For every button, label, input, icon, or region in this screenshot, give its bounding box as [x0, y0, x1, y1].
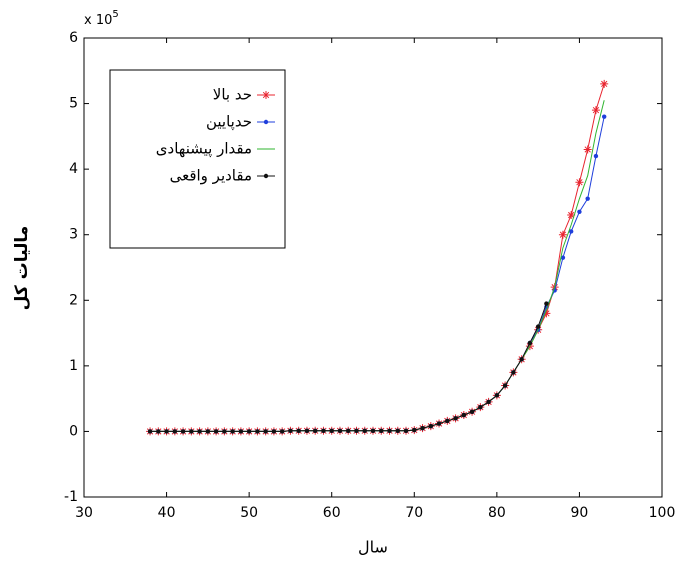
marker — [395, 428, 400, 433]
marker — [222, 429, 227, 434]
marker — [453, 416, 458, 421]
marker — [568, 229, 574, 234]
marker — [535, 324, 541, 329]
legend-label: مقدار پیشنهادی — [156, 140, 252, 159]
x-axis-label: سال — [358, 538, 388, 557]
marker — [238, 429, 244, 434]
marker — [420, 425, 425, 431]
legend-label: حد بالا — [213, 86, 252, 104]
y-tick-label: 3 — [69, 227, 78, 243]
marker — [255, 429, 260, 434]
legend-marker — [263, 173, 269, 179]
y-tick-label: 6 — [69, 30, 78, 46]
marker — [567, 211, 576, 220]
marker — [197, 429, 202, 434]
marker — [230, 429, 235, 434]
marker — [558, 230, 567, 239]
marker — [511, 370, 516, 375]
marker — [279, 429, 285, 434]
marker — [602, 114, 607, 119]
marker — [296, 428, 301, 433]
marker — [461, 412, 467, 418]
marker — [577, 209, 582, 214]
marker — [313, 428, 318, 433]
marker — [362, 428, 367, 433]
marker — [502, 383, 508, 388]
x-tick-label: 70 — [405, 505, 423, 521]
marker — [469, 409, 475, 414]
legend-box — [109, 69, 286, 249]
marker — [288, 428, 293, 433]
y-tick-label: 4 — [69, 161, 78, 177]
marker — [271, 429, 277, 434]
x-tick-label: 100 — [649, 505, 676, 521]
marker — [164, 429, 169, 434]
marker — [246, 429, 252, 434]
x-tick-label: 40 — [158, 505, 176, 521]
marker — [591, 106, 600, 115]
marker — [172, 429, 178, 434]
marker — [337, 428, 343, 433]
y-tick-label: 2 — [69, 292, 78, 308]
y-tick-label: 0 — [69, 423, 78, 439]
marker — [346, 428, 351, 433]
x-tick-label: 50 — [240, 505, 258, 521]
marker — [370, 428, 376, 433]
marker — [321, 428, 326, 433]
marker — [379, 428, 384, 433]
legend-label: مقادیر واقعی — [170, 167, 252, 185]
marker — [486, 399, 491, 405]
marker — [329, 428, 334, 433]
marker — [600, 79, 609, 88]
y-tick-label: 1 — [69, 358, 78, 374]
marker — [519, 357, 524, 362]
marker — [147, 429, 153, 434]
marker — [412, 427, 417, 433]
marker — [354, 428, 359, 433]
legend-marker — [263, 119, 269, 125]
y-tick-label: -1 — [64, 489, 78, 505]
marker — [593, 153, 599, 159]
marker — [494, 393, 500, 398]
marker — [387, 428, 392, 433]
marker — [527, 340, 533, 346]
x-tick-label: 90 — [571, 505, 589, 521]
marker — [575, 178, 584, 187]
marker — [213, 429, 219, 434]
x-tick-label: 30 — [75, 505, 93, 521]
marker — [263, 429, 268, 434]
marker — [428, 423, 433, 429]
y-tick-label: 5 — [69, 96, 78, 112]
x-tick-label: 80 — [488, 505, 506, 521]
marker — [583, 145, 592, 154]
legend-marker — [262, 91, 270, 99]
marker — [542, 309, 551, 318]
multiplier-base: x 10 — [84, 13, 112, 28]
marker — [478, 404, 483, 410]
multiplier-exponent: 5 — [112, 9, 118, 20]
marker — [403, 428, 409, 433]
marker — [585, 196, 590, 201]
marker — [156, 429, 161, 434]
marker — [436, 421, 442, 426]
marker — [180, 429, 186, 434]
marker — [445, 418, 450, 424]
y-axis-label: مالیات کل — [12, 226, 32, 311]
marker — [304, 428, 310, 433]
marker — [189, 429, 194, 434]
marker — [544, 301, 549, 306]
legend-label: حدپایین — [206, 113, 252, 132]
marker — [205, 429, 211, 434]
multiplier: x 105 — [84, 9, 119, 28]
x-tick-label: 60 — [323, 505, 341, 521]
marker — [560, 255, 566, 260]
